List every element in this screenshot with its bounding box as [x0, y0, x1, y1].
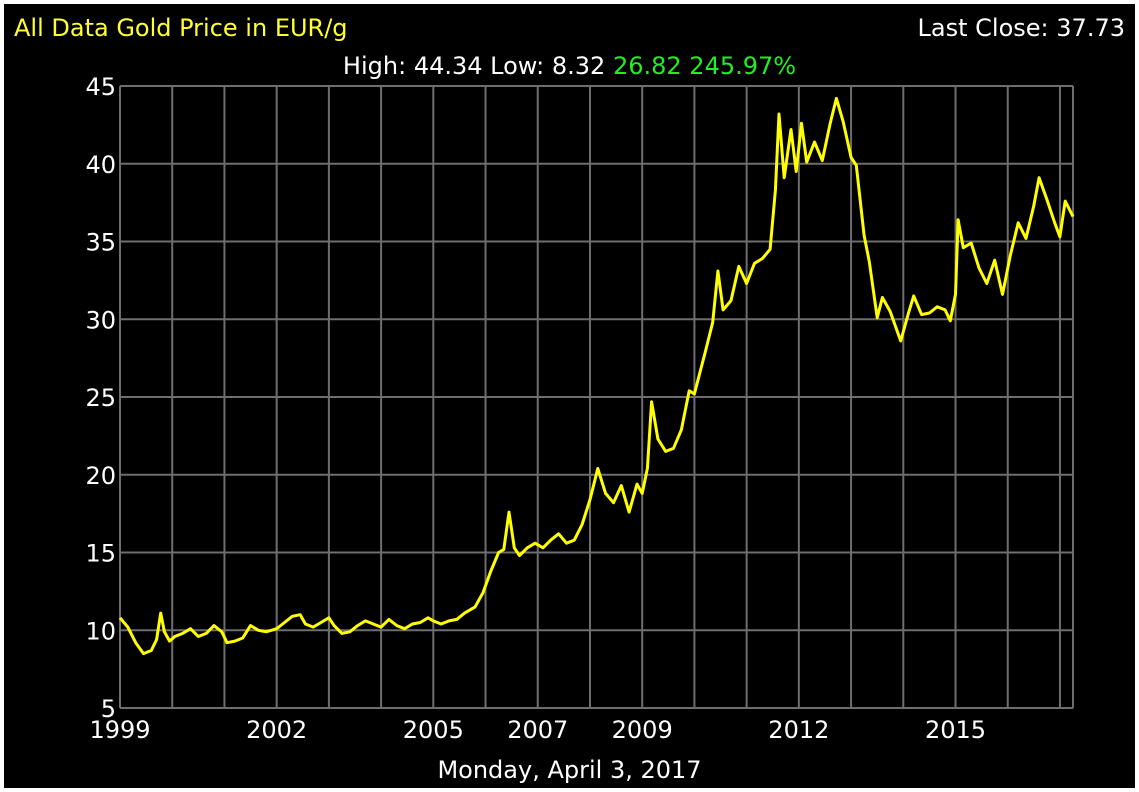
plot-svg: 5 10 15 20 25 30 35 40 45 1999 2002 2005 2007 2009 201…	[85, 73, 1075, 744]
y-tick-label: 15	[85, 540, 116, 568]
low-label: Low:	[490, 52, 545, 80]
x-tick-label: 2012	[768, 716, 829, 744]
change-percent: 245.97%	[689, 52, 797, 80]
price-line	[118, 96, 1075, 656]
y-tick-label: 10	[85, 617, 116, 645]
y-tick-label: 5	[101, 695, 116, 723]
last-close: Last Close: 37.73	[918, 14, 1125, 42]
series-layer	[118, 96, 1075, 656]
y-tick-label: 45	[85, 73, 116, 101]
axis-layer: 5 10 15 20 25 30 35 40 45 1999 2002 2005 2007 2009 201…	[85, 73, 986, 744]
y-tick-label: 25	[85, 384, 116, 412]
x-tick-label: 1999	[89, 716, 150, 744]
high-value: 44.34	[413, 52, 483, 80]
chart-title: All Data Gold Price in EUR/g	[14, 14, 348, 42]
change-value: 26.82	[612, 52, 682, 80]
low-value: 8.32	[551, 52, 606, 80]
x-tick-label: 2007	[507, 716, 568, 744]
y-tick-label: 35	[85, 229, 116, 257]
last-close-label: Last Close:	[917, 14, 1049, 42]
high-label: High:	[342, 52, 407, 80]
x-tick-label: 2002	[246, 716, 307, 744]
y-tick-label: 20	[85, 462, 116, 490]
price-stats: High: 44.34 Low: 8.32 26.82 245.97%	[4, 52, 1135, 80]
y-tick-label: 30	[85, 306, 116, 334]
footer-date: Monday, April 3, 2017	[437, 756, 702, 784]
grid-layer	[119, 85, 1074, 709]
x-tick-label: 2009	[612, 716, 673, 744]
chart-frame: All Data Gold Price in EUR/g Last Close:…	[4, 4, 1135, 788]
last-close-value: 37.73	[1056, 14, 1125, 42]
x-tick-label: 2015	[925, 716, 986, 744]
y-tick-label: 40	[85, 151, 116, 179]
x-tick-label: 2005	[403, 716, 464, 744]
